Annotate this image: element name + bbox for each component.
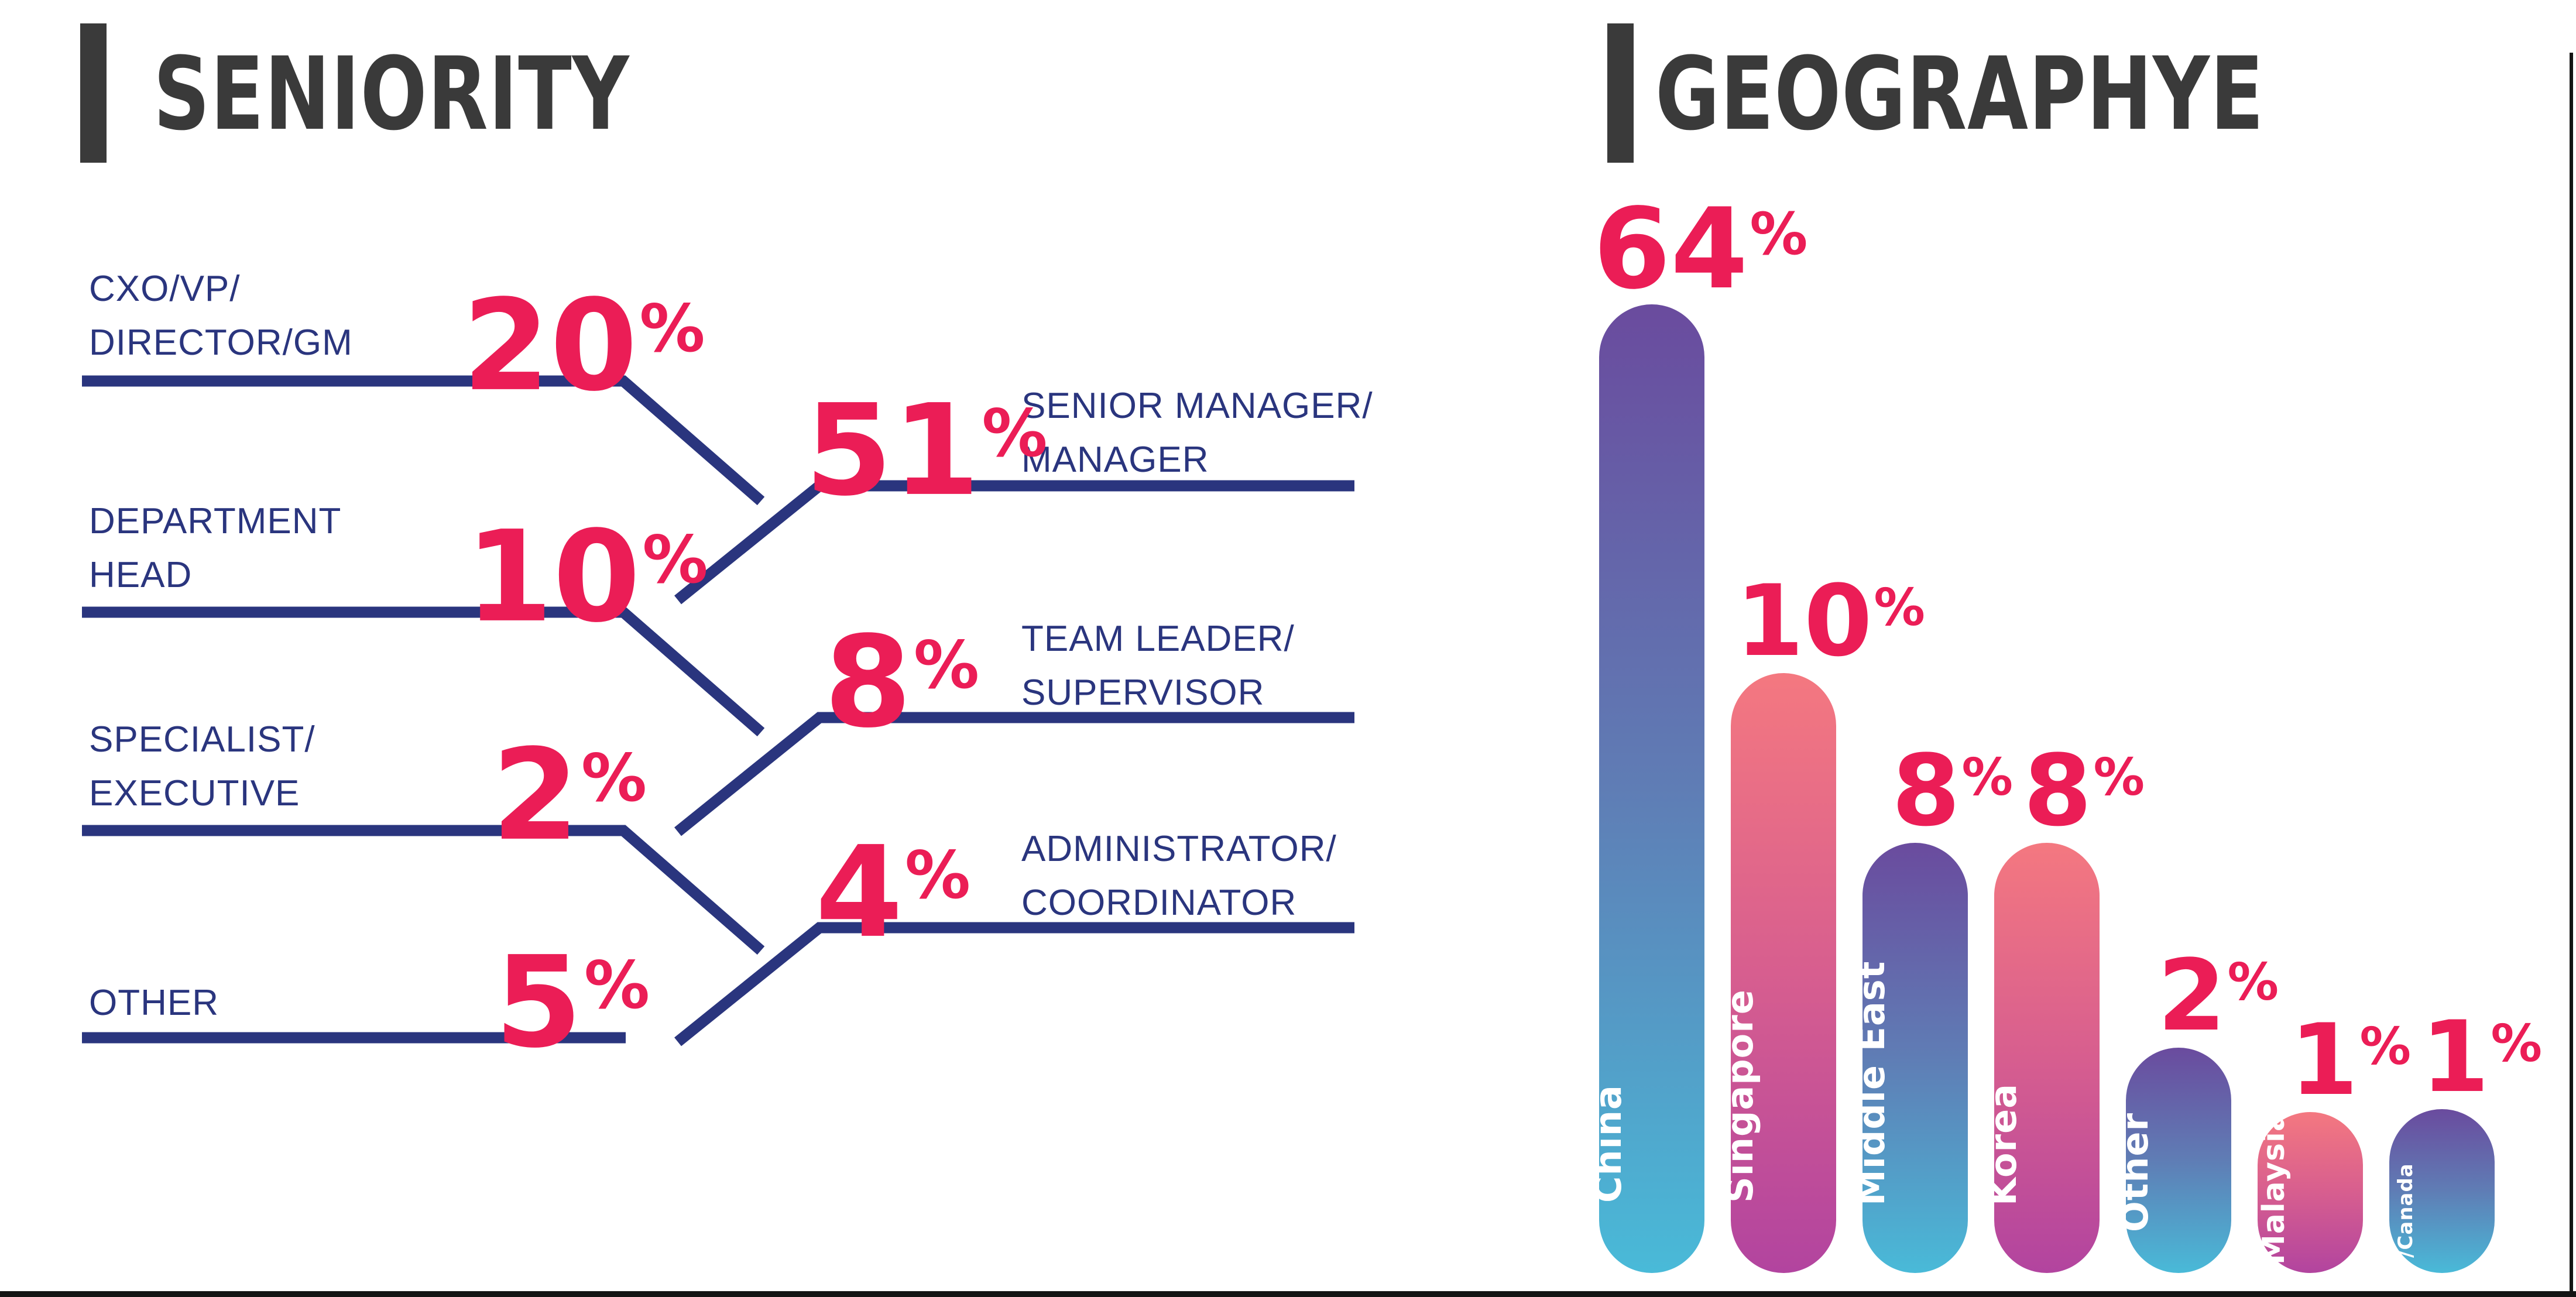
percent-sign: % [982, 396, 1048, 472]
geo-bar-name-line: Singapore [1719, 989, 1761, 1203]
connector-line [82, 606, 765, 737]
seniority-row-value-number: 4 [815, 818, 903, 966]
geo-bar-name-label: United Stated/Canada [2370, 1094, 2418, 1273]
percent-sign: % [639, 291, 705, 367]
percent-sign: % [913, 627, 979, 704]
seniority-row-value-number: 8 [824, 608, 912, 756]
seniority-row-value: 5% [495, 923, 650, 1065]
geo-bar-value-number: 8 [2023, 733, 2092, 848]
seniority-row-label-line: DIRECTOR/GM [89, 322, 353, 363]
seniority-row-label: SENIOR MANAGER/MANAGER [1021, 379, 1373, 487]
seniority-row-label-line: ADMINISTRATOR/ [1021, 829, 1337, 869]
seniority-row-value: 2% [492, 716, 647, 858]
geo-bar-value-label: 8% [2023, 742, 2145, 840]
percent-sign: % [2491, 1014, 2543, 1074]
connector-line [674, 712, 1354, 836]
connector-line [674, 922, 1354, 1046]
seniority-row-value: 20% [462, 266, 705, 409]
seniority-row-value: 8% [824, 603, 979, 745]
seniority-row-label: TEAM LEADER/SUPERVISOR [1021, 612, 1295, 720]
geo-bar-other [2126, 1048, 2231, 1273]
geo-bar-value-number: 8 [1892, 733, 1960, 848]
geography-title: GEOGRAPHYE [1655, 35, 2265, 153]
percent-sign: % [2359, 1017, 2412, 1077]
percent-sign: % [1750, 200, 1808, 268]
seniority-row-label-line: OTHER [89, 983, 219, 1023]
geo-bar-korea [1994, 843, 2100, 1273]
geo-bar-value-label: 1% [2290, 1011, 2411, 1109]
connector-line [82, 825, 765, 955]
seniority-row-label: SPECIALIST/EXECUTIVE [89, 713, 315, 821]
seniority-row-label: OTHER [89, 976, 219, 1030]
seniority-row-label-line: EXECUTIVE [89, 773, 300, 814]
geo-bar-name-line: United Stated [2370, 1094, 2393, 1258]
seniority-row-label-line: COORDINATOR [1021, 883, 1297, 923]
seniority-row-label: ADMINISTRATOR/COORDINATOR [1021, 822, 1337, 930]
geo-bar-name-label: Malaysia [2256, 1110, 2292, 1273]
seniority-row-label-line: CXO/VP/ [89, 269, 241, 309]
seniority-row-label-line: SPECIALIST/ [89, 719, 315, 760]
geo-bar-value-label: 10% [1735, 572, 1925, 670]
geo-bar-name-label: Middle East [1850, 843, 1894, 1273]
geo-bar-name-line: Korea [1982, 1083, 2025, 1206]
seniority-row-value-number: 2 [492, 721, 579, 869]
geo-bar-value-number: 64 [1593, 184, 1748, 314]
geo-bar-value-number: 10 [1735, 564, 1872, 678]
geo-bar-name-label: Other [2114, 1048, 2157, 1273]
geo-bar-china [1599, 304, 1704, 1273]
seniority-row-label-line: DEPARTMENT [89, 501, 342, 541]
geo-bar-name-line: Other [2114, 1112, 2156, 1232]
geo-bar-name-line: China [1587, 1085, 1630, 1203]
geo-bar-singapore [1731, 673, 1836, 1273]
geo-bar-value-label: 2% [2157, 946, 2279, 1045]
geo-bar-name-line: Middle East [1850, 960, 1893, 1206]
seniority-row-label-line: TEAM LEADER/ [1021, 619, 1295, 659]
percent-sign: % [581, 740, 647, 816]
geo-bar-malaysia [2258, 1112, 2363, 1273]
seniority-row-label: CXO/VP/DIRECTOR/GM [89, 262, 353, 370]
geo-bar-name-label: China [1587, 304, 1630, 1273]
seniority-row-label-line: SUPERVISOR [1021, 672, 1265, 713]
seniority-row-label-line: HEAD [89, 555, 193, 595]
percent-sign: % [904, 838, 970, 914]
seniority-row-label-line: MANAGER [1021, 440, 1209, 480]
geo-bar-value-number: 1 [2421, 1000, 2489, 1114]
geo-bar-value-label: 64% [1593, 194, 1807, 305]
seniority-row-value-number: 10 [465, 503, 641, 650]
geo-bar-value-number: 2 [2157, 938, 2226, 1053]
percent-sign: % [1874, 578, 1925, 638]
seniority-row-value: 4% [815, 813, 970, 955]
seniority-row-value-number: 5 [495, 928, 582, 1076]
connector-line [82, 375, 765, 506]
seniority-title: SENIORITY [153, 35, 630, 153]
percent-sign: % [1961, 747, 2014, 808]
seniority-row-value: 10% [465, 497, 708, 640]
geo-bar-middle-east [1862, 843, 1968, 1273]
percent-sign: % [2093, 747, 2145, 808]
percent-sign: % [642, 522, 708, 598]
geo-bar-name-line: Malaysia [2256, 1110, 2292, 1265]
seniority-row-label-line: SENIOR MANAGER/ [1021, 386, 1373, 426]
seniority-row-value-number: 20 [462, 272, 638, 419]
geo-bar-name-label: Singapore [1719, 673, 1762, 1273]
seniority-row-label: DEPARTMENT HEAD [89, 495, 341, 602]
geo-bar-name-line: /Canada [2394, 1163, 2417, 1258]
percent-sign: % [2227, 952, 2279, 1013]
geo-bar-value-number: 1 [2290, 1003, 2358, 1117]
seniority-row-value-number: 51 [805, 376, 980, 524]
geo-bar-value-label: 8% [1892, 742, 2013, 840]
geo-bar-name-label: Korea [1982, 843, 2025, 1273]
percent-sign: % [584, 948, 650, 1024]
bottom-border-line [0, 1291, 2576, 1297]
geography-accent-bar [1607, 23, 1634, 163]
seniority-row-value: 51% [805, 371, 1048, 513]
connector-line [674, 480, 1354, 605]
right-border-line [2570, 53, 2573, 1291]
geo-bar-value-label: 1% [2421, 1008, 2542, 1106]
geo-bar-united-stated-canada [2389, 1109, 2495, 1273]
seniority-accent-bar [80, 23, 107, 163]
